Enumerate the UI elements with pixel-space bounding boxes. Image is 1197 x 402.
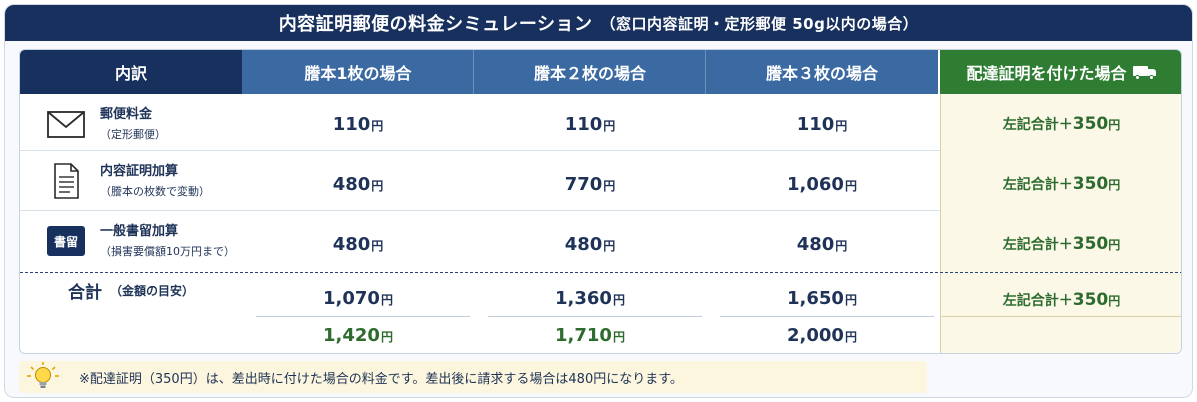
value-cell: 770 円 [564,174,616,195]
lightbulb-icon [23,361,63,393]
total-sub-divider [940,316,1181,317]
cert-value-cell: 左記合計＋ 350 円 [1002,234,1121,254]
row-label: 郵便料金 [100,107,153,123]
total-with-cert-cell: 1,710 円 [555,325,625,346]
cert-value-cell: 左記合計＋ 350 円 [1002,114,1121,134]
header-breakdown: 内訳 [20,50,242,94]
total-divider [20,272,1181,273]
header-breakdown-label: 内訳 [114,64,147,83]
total-label-sub: （金額の目安） [109,283,194,298]
row-sublabel: （謄本の枚数で変動） [100,184,210,198]
header-copy-3-label: 謄本３枚の場合 [765,64,878,83]
row-content-cert-label: 内容証明加算 （謄本の枚数で変動） [20,154,242,208]
envelope-icon [46,104,86,144]
fee-simulation-card: 内容証明郵便の料金シミュレーション （窓口内容証明・定形郵便 50g以内の場合）… [4,4,1193,398]
row-divider [20,150,940,151]
row-sublabel: （損害要償額10万円まで） [100,244,235,258]
value-cell: 480 円 [332,234,384,255]
value-cell: 1,060 円 [787,174,857,195]
header-copy-2-label: 謄本２枚の場合 [533,64,646,83]
delivery-cert-column [940,94,1181,353]
row-label: 内容証明加算 [100,164,179,180]
header-copy-1: 謄本1枚の場合 [242,50,474,94]
header-copy-1-label: 謄本1枚の場合 [304,64,412,83]
value-cell: 110 円 [796,114,848,135]
value-cell: 110 円 [332,114,384,135]
registered-mail-badge: 書留 [46,221,86,261]
total-with-cert-cell: 1,420 円 [323,325,393,346]
header-copy-3: 謄本３枚の場合 [706,50,938,94]
total-sub-divider [256,316,470,317]
value-cell: 480 円 [332,174,384,195]
note-bar: ※配達証明（350円）は、差出時に付けた場合の料金です。差出後に請求する場合は4… [19,361,927,393]
page-subtitle: （窓口内容証明・定形郵便 50g以内の場合） [600,14,919,33]
total-value-cell: 1,070 円 [323,288,393,309]
row-sublabel: （定形郵便） [100,127,166,141]
fee-table: 内訳 謄本1枚の場合 謄本２枚の場合 謄本３枚の場合 配達証明を付けた場合 [19,49,1182,354]
value-cell: 480 円 [564,234,616,255]
value-cell: 110 円 [564,114,616,135]
total-value-cell: 1,360 円 [555,288,625,309]
total-value-cell: 1,650 円 [787,288,857,309]
document-icon [46,161,86,201]
row-postage-label: 郵便料金 （定形郵便） [20,98,242,150]
total-label-main: 合計 [67,282,102,303]
header-delivery-cert-label: 配達証明を付けた場合 [966,64,1127,83]
truck-icon [1132,65,1157,80]
title-bar: 内容証明郵便の料金シミュレーション （窓口内容証明・定形郵便 50g以内の場合） [5,5,1192,41]
page-title: 内容証明郵便の料金シミュレーション [278,14,593,35]
cert-total-cell: 左記合計＋ 350 円 [1002,290,1121,310]
cert-value-cell: 左記合計＋ 350 円 [1002,174,1121,194]
header-delivery-cert: 配達証明を付けた場合 [940,50,1181,94]
header-copy-2: 謄本２枚の場合 [474,50,706,94]
row-registered-label: 書留 一般書留加算 （損害要償額10万円まで） [20,214,242,268]
registered-badge-label: 書留 [53,234,78,249]
fee-note: ※配達証明（350円）は、差出時に付けた場合の料金です。差出後に請求する場合は4… [79,371,683,387]
total-with-cert-cell: 2,000 円 [787,325,857,346]
total-label: 合計 （金額の目安） [20,278,242,303]
total-sub-divider [488,316,702,317]
value-cell: 480 円 [796,234,848,255]
row-divider [20,210,940,211]
total-sub-divider [720,316,934,317]
row-label: 一般書留加算 [100,224,179,240]
